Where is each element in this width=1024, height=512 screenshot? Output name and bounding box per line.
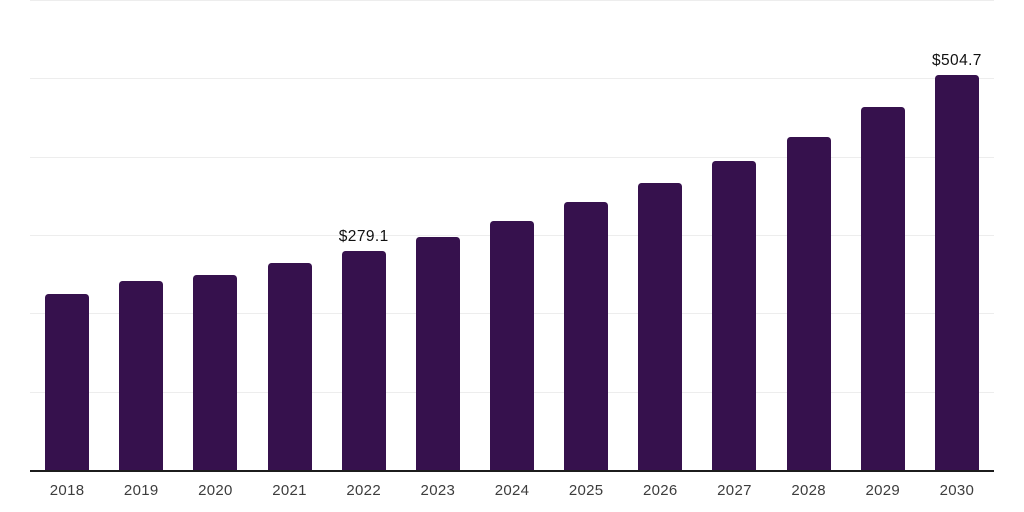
x-tick-2029: 2029: [865, 482, 901, 499]
bar-2019: [119, 281, 164, 470]
bar-2018: [45, 294, 90, 470]
x-tick-2026: 2026: [643, 482, 678, 499]
x-tick-2021: 2021: [272, 482, 307, 499]
x-axis: 2018 2019 2020 2021 2022 2023 2024 2025 2026 2027…: [30, 483, 994, 503]
bar-2023: [415, 237, 460, 470]
value-label-2030: $504.7: [932, 51, 982, 69]
x-tick-2022: 2022: [346, 482, 381, 499]
bar-2028: [786, 136, 831, 470]
x-tick-2020: 2020: [198, 482, 233, 499]
bar-2022: [341, 251, 386, 470]
bar-2029: [860, 106, 905, 470]
bar-2020: [193, 275, 238, 470]
bar-2024: [490, 221, 534, 470]
gridline-400: [30, 156, 994, 158]
bar-2026: [638, 183, 683, 470]
plot-area: $279.1 $504.7: [30, 0, 994, 470]
x-tick-2030: 2030: [939, 482, 975, 499]
x-tick-2023: 2023: [420, 482, 456, 499]
x-axis-line: [30, 470, 994, 472]
gridline-500: [30, 78, 994, 80]
x-tick-2028: 2028: [791, 482, 826, 499]
bar-2021: [267, 263, 312, 470]
bar-2027: [712, 160, 757, 470]
x-tick-2025: 2025: [568, 482, 604, 499]
x-tick-2019: 2019: [123, 482, 159, 499]
gridline-600: [30, 0, 994, 1]
x-tick-2027: 2027: [717, 482, 752, 499]
bar-2030: [934, 74, 979, 470]
bar-2025: [564, 202, 609, 470]
value-label-2022: $279.1: [338, 228, 389, 246]
x-tick-2018: 2018: [49, 482, 85, 499]
x-tick-2024: 2024: [494, 482, 530, 499]
